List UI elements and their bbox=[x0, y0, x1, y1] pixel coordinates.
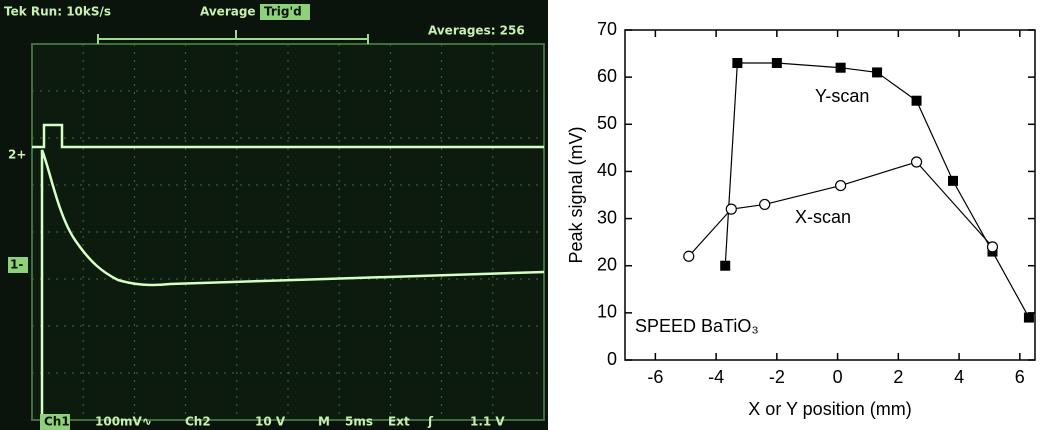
data-point bbox=[732, 58, 743, 68]
x-tick-label: 2 bbox=[893, 367, 903, 387]
series-line bbox=[724, 62, 1030, 318]
oscilloscope-photo: Tek Run: 10kS/s Average Trig'd Averages: 25… bbox=[0, 0, 548, 430]
annotation: SPEED BaTiO₃ bbox=[635, 316, 759, 336]
top-bar-label: Tek Run: 10kS/s bbox=[4, 5, 111, 19]
ch1-trace bbox=[40, 149, 545, 420]
scope-trigger-bracket bbox=[97, 30, 369, 44]
data-point bbox=[872, 67, 883, 78]
y-tick-label: 40 bbox=[597, 160, 617, 180]
y-tick-label: 0 bbox=[607, 349, 617, 369]
y-axis-label: Peak signal (mV) bbox=[566, 126, 586, 263]
trig-highlight bbox=[260, 4, 310, 20]
bottom-bar-label: Ch2 bbox=[185, 415, 211, 429]
data-point bbox=[835, 62, 846, 73]
channel-marker: 2+ bbox=[8, 148, 26, 162]
series-line bbox=[688, 161, 993, 257]
y-tick-label: 50 bbox=[597, 113, 617, 133]
data-point bbox=[720, 260, 731, 271]
x-tick-label: 4 bbox=[954, 367, 964, 387]
bottom-bar-label: M bbox=[318, 415, 330, 429]
data-point bbox=[835, 179, 847, 192]
top-bar-label: Trig'd bbox=[264, 5, 302, 19]
data-point bbox=[1023, 312, 1034, 323]
x-tick-label: 0 bbox=[833, 367, 843, 387]
top-bar-label: Average bbox=[200, 5, 256, 19]
bottom-bar-label: 1.1 V bbox=[470, 415, 505, 429]
bottom-bar-label: 5ms bbox=[345, 415, 373, 429]
bottom-bar-label: 10 V bbox=[255, 415, 286, 429]
y-tick-label: 20 bbox=[597, 254, 617, 274]
plot-frame bbox=[624, 29, 1036, 361]
y-tick-label: 60 bbox=[597, 66, 617, 86]
data-point bbox=[683, 250, 695, 262]
data-point bbox=[911, 95, 922, 106]
channel-marker: 1- bbox=[10, 258, 23, 272]
marker-box bbox=[8, 257, 28, 273]
data-point bbox=[910, 156, 923, 168]
bottom-bar-label: Ch1 bbox=[44, 415, 70, 429]
ch1-highlight bbox=[40, 414, 70, 430]
ch2-trace bbox=[32, 123, 544, 149]
y-tick-label: 30 bbox=[597, 207, 617, 227]
y-tick-label: 10 bbox=[597, 302, 617, 322]
x-tick-label: -6 bbox=[647, 367, 663, 387]
data-point bbox=[948, 175, 958, 186]
x-axis-label: X or Y position (mm) bbox=[748, 399, 911, 419]
y-tick-label: 70 bbox=[597, 19, 617, 39]
x-tick-label: -2 bbox=[769, 367, 785, 387]
bottom-bar-label: ʃ bbox=[427, 415, 434, 429]
top-bar-label: Averages: 256 bbox=[428, 24, 525, 38]
data-point bbox=[725, 203, 737, 215]
annotation: Y-scan bbox=[815, 86, 869, 106]
data-point bbox=[771, 58, 782, 68]
data-point bbox=[986, 241, 999, 253]
bottom-bar-label: 100mV∿ bbox=[95, 415, 152, 429]
x-tick-label: -4 bbox=[708, 367, 724, 387]
bottom-bar-label: Ext bbox=[388, 415, 410, 429]
annotation: X-scan bbox=[795, 207, 851, 227]
data-point bbox=[759, 198, 771, 211]
x-tick-label: 6 bbox=[1015, 367, 1025, 387]
